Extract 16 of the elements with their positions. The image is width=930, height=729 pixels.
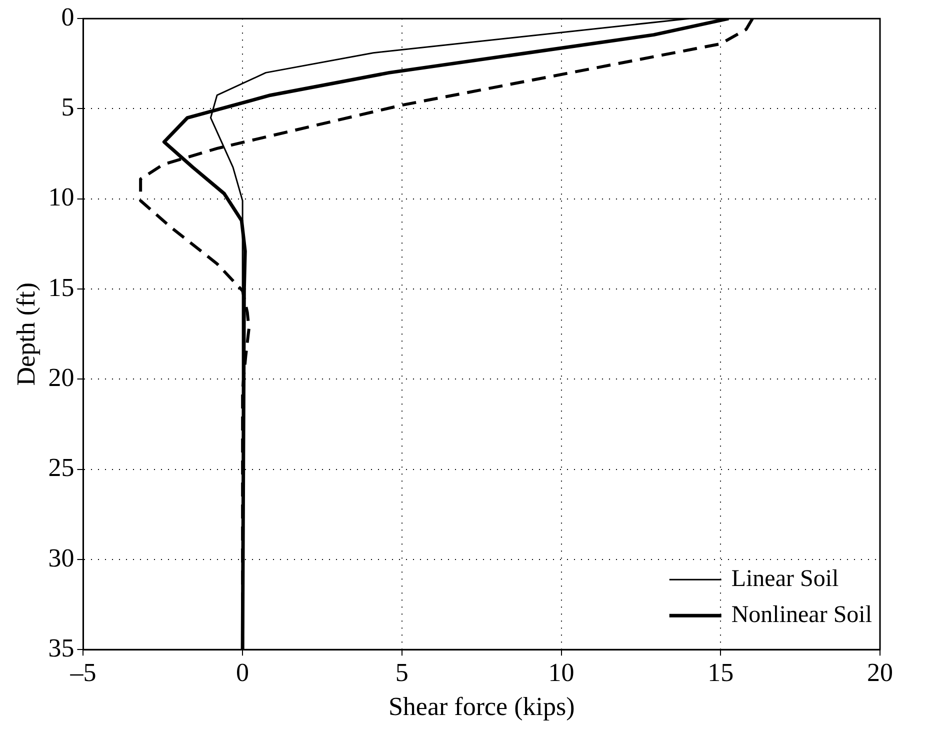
x-axis-title: Shear force (kips) (388, 692, 575, 722)
x-tick-label: 20 (867, 658, 893, 688)
legend-label: Nonlinear Soil (731, 602, 872, 628)
legend-label: Linear Soil (731, 566, 839, 592)
x-tick-label: 5 (395, 658, 408, 688)
x-tick-label: 0 (236, 658, 250, 688)
y-tick-label: 15 (48, 272, 74, 302)
x-tick-label: 10 (548, 658, 574, 688)
y-tick-label: 0 (61, 2, 74, 32)
y-axis-title: Depth (ft) (11, 282, 40, 386)
x-tick-label: 15 (708, 658, 734, 688)
y-tick-label: 25 (48, 453, 74, 482)
y-tick-label: 5 (61, 92, 74, 122)
y-tick-label: 10 (48, 182, 74, 212)
y-tick-label: 30 (48, 543, 74, 572)
y-tick-label: 20 (48, 363, 74, 392)
